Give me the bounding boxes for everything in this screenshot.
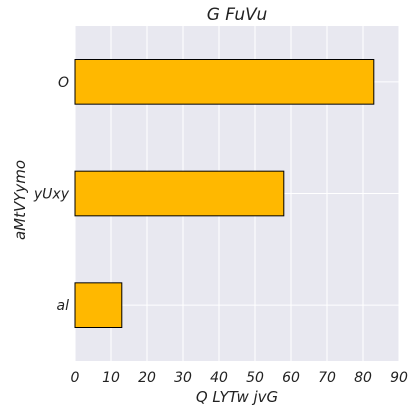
x-axis-label: Q LYTw jvG bbox=[196, 388, 278, 406]
chart-title: G FuVu bbox=[207, 5, 268, 25]
bars bbox=[74, 59, 375, 329]
x-tick-label: 70 bbox=[318, 370, 336, 386]
x-tick-label: 90 bbox=[390, 370, 408, 386]
y-tick-label: al bbox=[57, 298, 70, 314]
y-tick-label: yUxy bbox=[33, 187, 70, 203]
x-tick-label: 0 bbox=[71, 370, 80, 386]
x-tick-label: 10 bbox=[102, 370, 120, 386]
x-tick-label: 20 bbox=[138, 370, 156, 386]
x-tick-labels: 0 10 20 30 40 50 60 70 80 90 bbox=[71, 370, 408, 386]
x-tick-label: 50 bbox=[246, 370, 264, 386]
x-tick-label: 30 bbox=[174, 370, 192, 386]
y-axis-label: aMtVYymo bbox=[11, 160, 29, 240]
x-tick-label: 40 bbox=[210, 370, 228, 386]
y-tick-label: O bbox=[58, 75, 69, 91]
bar-yUxy bbox=[74, 170, 285, 217]
bar-al bbox=[74, 282, 123, 329]
x-tick-label: 60 bbox=[282, 370, 300, 386]
bar-O bbox=[74, 59, 375, 105]
x-tick-label: 80 bbox=[354, 370, 372, 386]
